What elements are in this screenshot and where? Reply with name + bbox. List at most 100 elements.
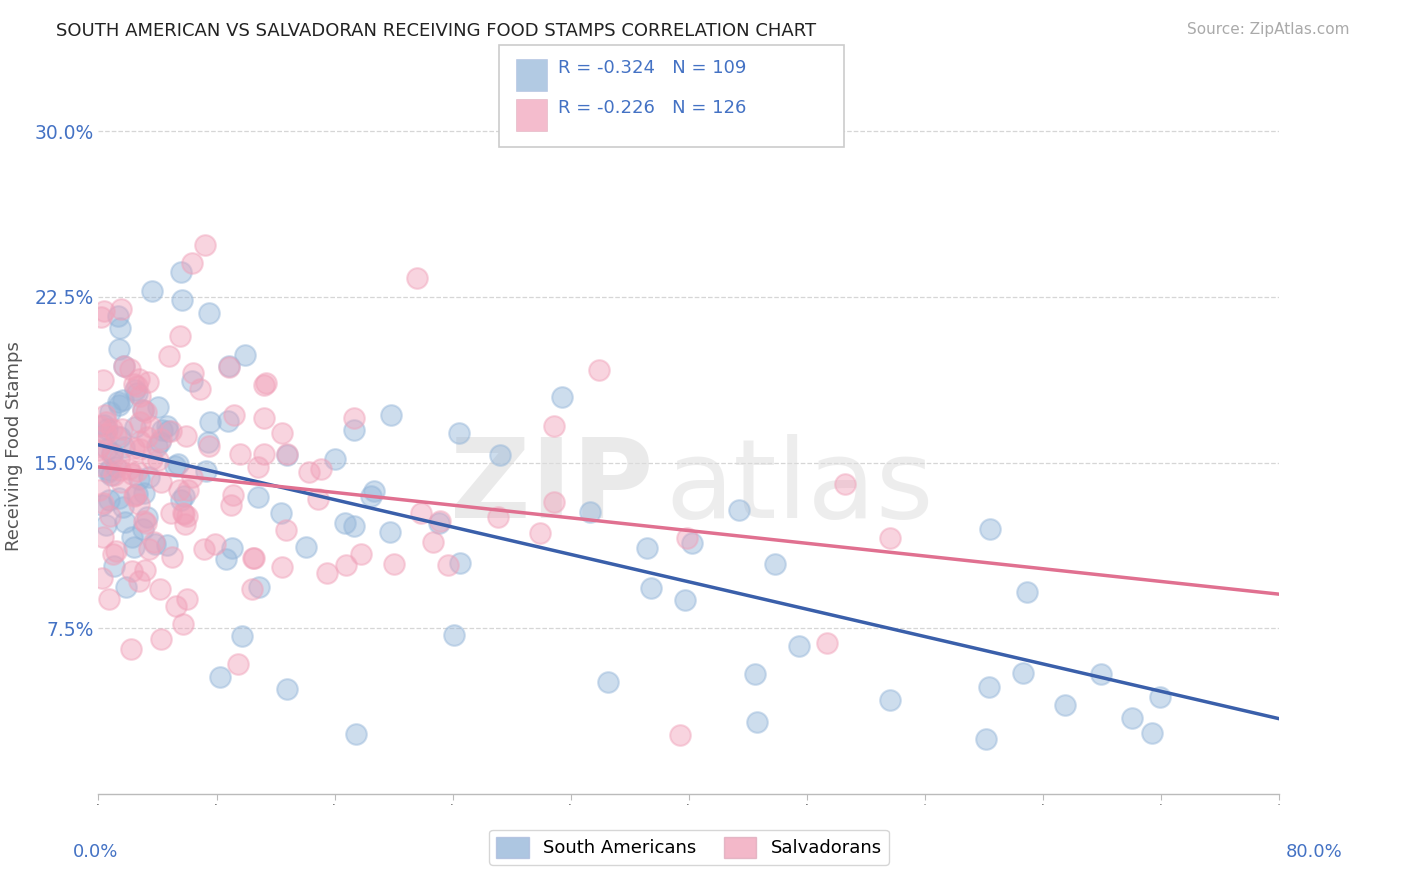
Point <box>97 492 120 507</box>
Point <box>979 680 1001 694</box>
Point <box>94 426 117 441</box>
Point <box>122 540 145 554</box>
Point <box>447 426 470 441</box>
Point <box>167 457 190 471</box>
Point <box>636 541 658 555</box>
Point <box>111 500 134 514</box>
Point <box>100 468 122 483</box>
Point <box>120 642 142 657</box>
Point <box>121 530 143 544</box>
Point <box>1053 698 1076 712</box>
Point <box>222 488 245 502</box>
Text: atlas: atlas <box>665 434 934 541</box>
Point <box>197 434 219 449</box>
Point <box>543 419 565 434</box>
Point <box>437 558 460 573</box>
Point <box>143 534 166 549</box>
Point <box>669 728 692 742</box>
Point <box>87 442 110 457</box>
Point <box>141 284 163 298</box>
Point <box>101 547 124 561</box>
Point <box>274 523 297 537</box>
Point <box>219 498 242 512</box>
Point <box>112 392 135 407</box>
Point <box>295 540 318 554</box>
Point <box>103 559 125 574</box>
Point <box>150 433 173 447</box>
Point <box>114 515 136 529</box>
Point <box>170 493 193 508</box>
Point <box>879 531 901 545</box>
Point <box>218 359 240 374</box>
Point <box>681 536 703 550</box>
Point <box>108 430 131 444</box>
Point <box>149 475 172 489</box>
Point <box>143 536 166 550</box>
Point <box>167 483 190 497</box>
Point <box>247 580 270 594</box>
Point <box>124 419 146 434</box>
Point <box>346 727 368 741</box>
Point <box>176 591 198 606</box>
Point <box>114 580 136 594</box>
Point <box>135 510 157 524</box>
Point <box>91 373 114 387</box>
Point <box>1121 711 1143 725</box>
Point <box>150 632 173 647</box>
Point <box>122 442 145 456</box>
Point <box>165 599 187 613</box>
Point <box>253 447 276 461</box>
Point <box>335 516 357 530</box>
Point <box>976 731 998 746</box>
Point <box>125 464 148 478</box>
Point <box>170 265 193 279</box>
Point <box>676 531 699 545</box>
Point <box>157 424 180 438</box>
Point <box>91 530 114 544</box>
Point <box>270 506 292 520</box>
Point <box>1015 585 1038 599</box>
Point <box>94 415 117 429</box>
Point <box>309 462 332 476</box>
Point <box>486 510 509 524</box>
Point <box>979 523 1001 537</box>
Text: SOUTH AMERICAN VS SALVADORAN RECEIVING FOOD STAMPS CORRELATION CHART: SOUTH AMERICAN VS SALVADORAN RECEIVING F… <box>56 22 817 40</box>
Point <box>640 581 662 595</box>
Point <box>138 470 160 484</box>
Point <box>128 497 150 511</box>
Point <box>879 692 901 706</box>
Point <box>200 415 222 429</box>
Point <box>172 617 194 632</box>
Point <box>598 674 620 689</box>
Point <box>243 551 266 566</box>
Point <box>118 462 141 476</box>
Point <box>208 670 231 684</box>
Point <box>194 238 217 252</box>
Point <box>727 502 749 516</box>
Point <box>90 571 112 585</box>
Point <box>176 483 198 497</box>
Point <box>107 395 129 409</box>
Point <box>128 574 150 588</box>
Text: Source: ZipAtlas.com: Source: ZipAtlas.com <box>1187 22 1350 37</box>
Point <box>96 518 118 533</box>
Point <box>96 421 118 435</box>
Point <box>316 566 339 581</box>
Point <box>176 508 198 523</box>
Point <box>834 477 856 491</box>
Point <box>253 410 276 425</box>
Point <box>98 463 121 477</box>
Point <box>588 363 610 377</box>
Point <box>122 489 145 503</box>
Point <box>242 550 264 565</box>
Point <box>1140 726 1163 740</box>
Point <box>125 487 148 501</box>
Point <box>127 379 149 393</box>
Point <box>217 414 239 428</box>
Point <box>160 425 183 439</box>
Point <box>173 490 195 504</box>
Point <box>108 342 131 356</box>
Point <box>246 490 269 504</box>
Point <box>149 434 172 449</box>
Point <box>240 582 263 596</box>
